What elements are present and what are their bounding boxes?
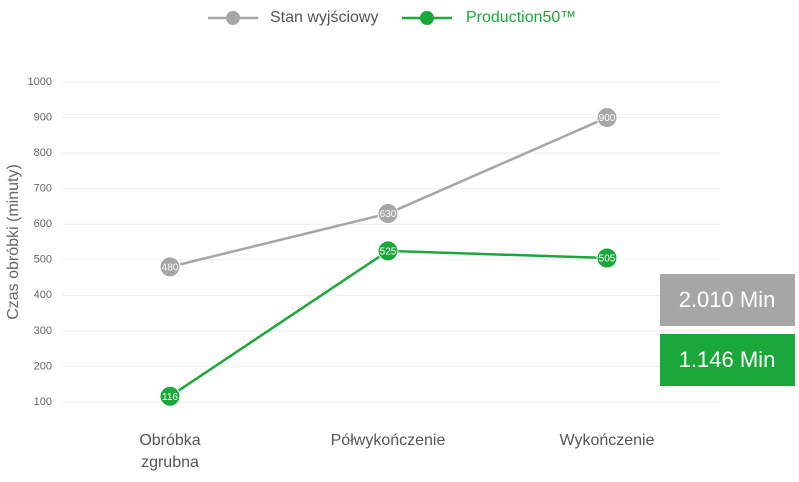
data-label: 505 [599,254,616,265]
series-line [169,249,608,398]
total-box [660,334,795,386]
y-tick-label: 800 [34,147,52,159]
data-label: 630 [380,209,397,220]
total-box [660,274,795,326]
point [596,247,618,269]
y-tick-label: 100 [34,396,52,408]
data-label: 116 [162,392,178,403]
y-tick-label: 900 [34,111,52,123]
data-label: 525 [380,247,397,258]
legend-marker [420,11,434,25]
x-tick-label: Obróbka zgrubna [139,432,201,471]
y-tick-label: 1000 [28,76,52,88]
legend-label: Stan wyjściowy [270,9,378,26]
x-tick-label: Wykończenie [559,432,655,449]
data-label: 900 [599,113,616,124]
point [596,107,618,129]
point [159,256,181,278]
point [159,385,181,407]
y-tick-label: 400 [34,289,52,301]
y-tick-label: 700 [34,183,52,195]
point [377,240,399,262]
total-label: 1.146 Min [679,347,776,372]
point [377,203,399,225]
y-axis-label: Czas obróbki (minuty) [5,164,22,320]
y-tick-label: 300 [34,325,52,337]
x-tick-label: Półwykończenie [330,432,446,449]
y-tick-label: 500 [34,254,52,266]
y-tick-label: 200 [34,360,52,372]
legend-marker [226,11,240,25]
legend-label: Production50™ [466,9,576,26]
total-label: 2.010 Min [679,287,776,312]
y-tick-label: 600 [34,218,52,230]
data-label: 480 [162,263,179,274]
